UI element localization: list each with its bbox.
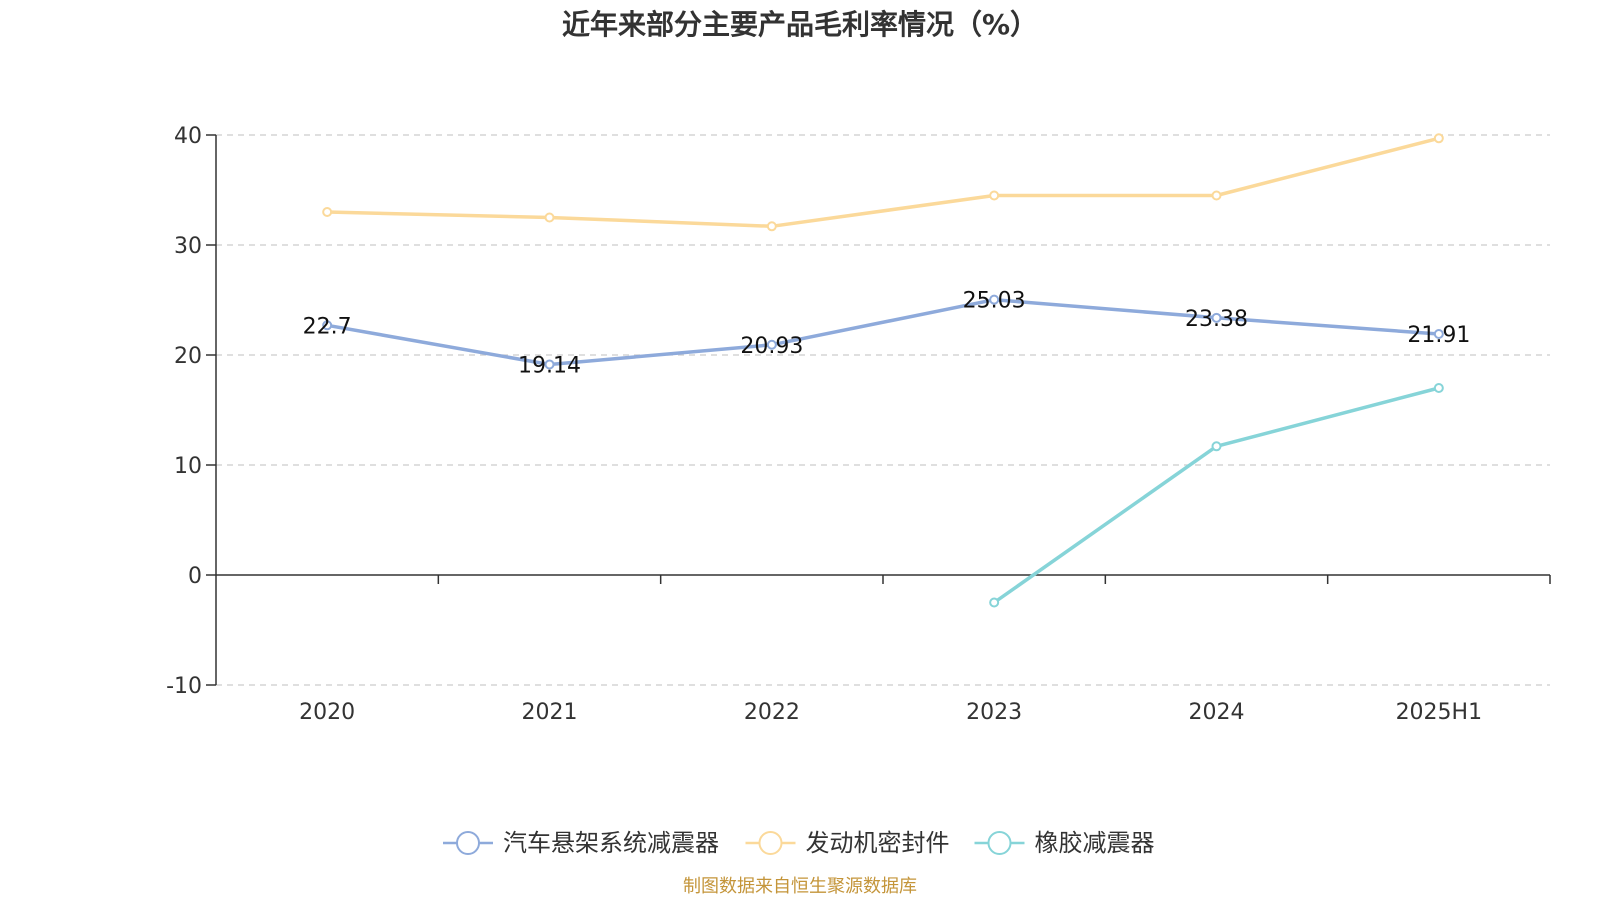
- data-point: [544, 212, 555, 223]
- data-point: [544, 359, 555, 370]
- data-point: [766, 339, 777, 350]
- data-label: 19.14: [518, 353, 581, 378]
- data-point: [1433, 383, 1444, 393]
- data-label: 22.7: [303, 314, 352, 339]
- legend-item: 橡胶减震器: [974, 829, 1155, 857]
- series-line: [993, 386, 1440, 604]
- legend-label: 橡胶减震器: [1035, 829, 1155, 857]
- data-label: 21.91: [1407, 323, 1470, 348]
- data-point: [989, 190, 1000, 201]
- data-point: [766, 221, 777, 232]
- x-tick-label: 2023: [966, 700, 1022, 725]
- legend-swatch-circle: [456, 831, 480, 855]
- x-tick-label: 2021: [522, 700, 578, 725]
- legend-label: 发动机密封件: [806, 829, 950, 857]
- x-tick-label: 2020: [299, 700, 355, 725]
- axes: 40 30 20 10 0 -10 2020 2021 2022 2023 2024 2025H1: [166, 124, 1551, 725]
- y-tick-label: 30: [174, 234, 202, 259]
- data-point: [322, 207, 333, 217]
- x-tick-label: 2022: [744, 700, 800, 725]
- data-point: [1211, 312, 1222, 323]
- y-tick-label: 20: [174, 344, 202, 369]
- legend-item: 发动机密封件: [745, 829, 950, 857]
- data-point: [1211, 441, 1222, 452]
- data-label: 20.93: [740, 334, 803, 359]
- legend-item: 汽车悬架系统减震器: [443, 829, 719, 857]
- y-tick-label: 40: [174, 124, 202, 149]
- data-point: [989, 294, 1000, 305]
- data-point: [989, 597, 1000, 608]
- series-lines: [322, 133, 1444, 608]
- legend: 汽车悬架系统减震器 发动机密封件 橡胶减震器: [443, 829, 1155, 857]
- y-tick-label: 0: [188, 564, 202, 589]
- grid-lines: [216, 134, 1550, 686]
- source-note: 制图数据来自恒生聚源数据库: [683, 876, 917, 897]
- data-label: 23.38: [1185, 307, 1248, 332]
- series-line: [326, 297, 1439, 367]
- x-tick-label: 2024: [1189, 700, 1245, 725]
- series-line: [327, 136, 1440, 229]
- y-tick-label: 10: [174, 454, 202, 479]
- data-point: [1211, 190, 1222, 201]
- legend-label: 汽车悬架系统减震器: [503, 829, 719, 857]
- chart-title: 近年来部分主要产品毛利率情况（%）: [562, 8, 1038, 41]
- data-label: 25.03: [963, 289, 1026, 314]
- data-point: [322, 320, 333, 331]
- legend-swatch-circle: [758, 831, 783, 855]
- x-tick-label: 2025H1: [1396, 700, 1483, 725]
- data-labels: 22.7 19.14 20.93 25.03 23.38 21.91: [303, 289, 1471, 379]
- legend-swatch-circle: [987, 831, 1012, 855]
- data-point: [1433, 133, 1444, 144]
- y-tick-label: -10: [166, 674, 202, 699]
- data-point: [1433, 328, 1444, 339]
